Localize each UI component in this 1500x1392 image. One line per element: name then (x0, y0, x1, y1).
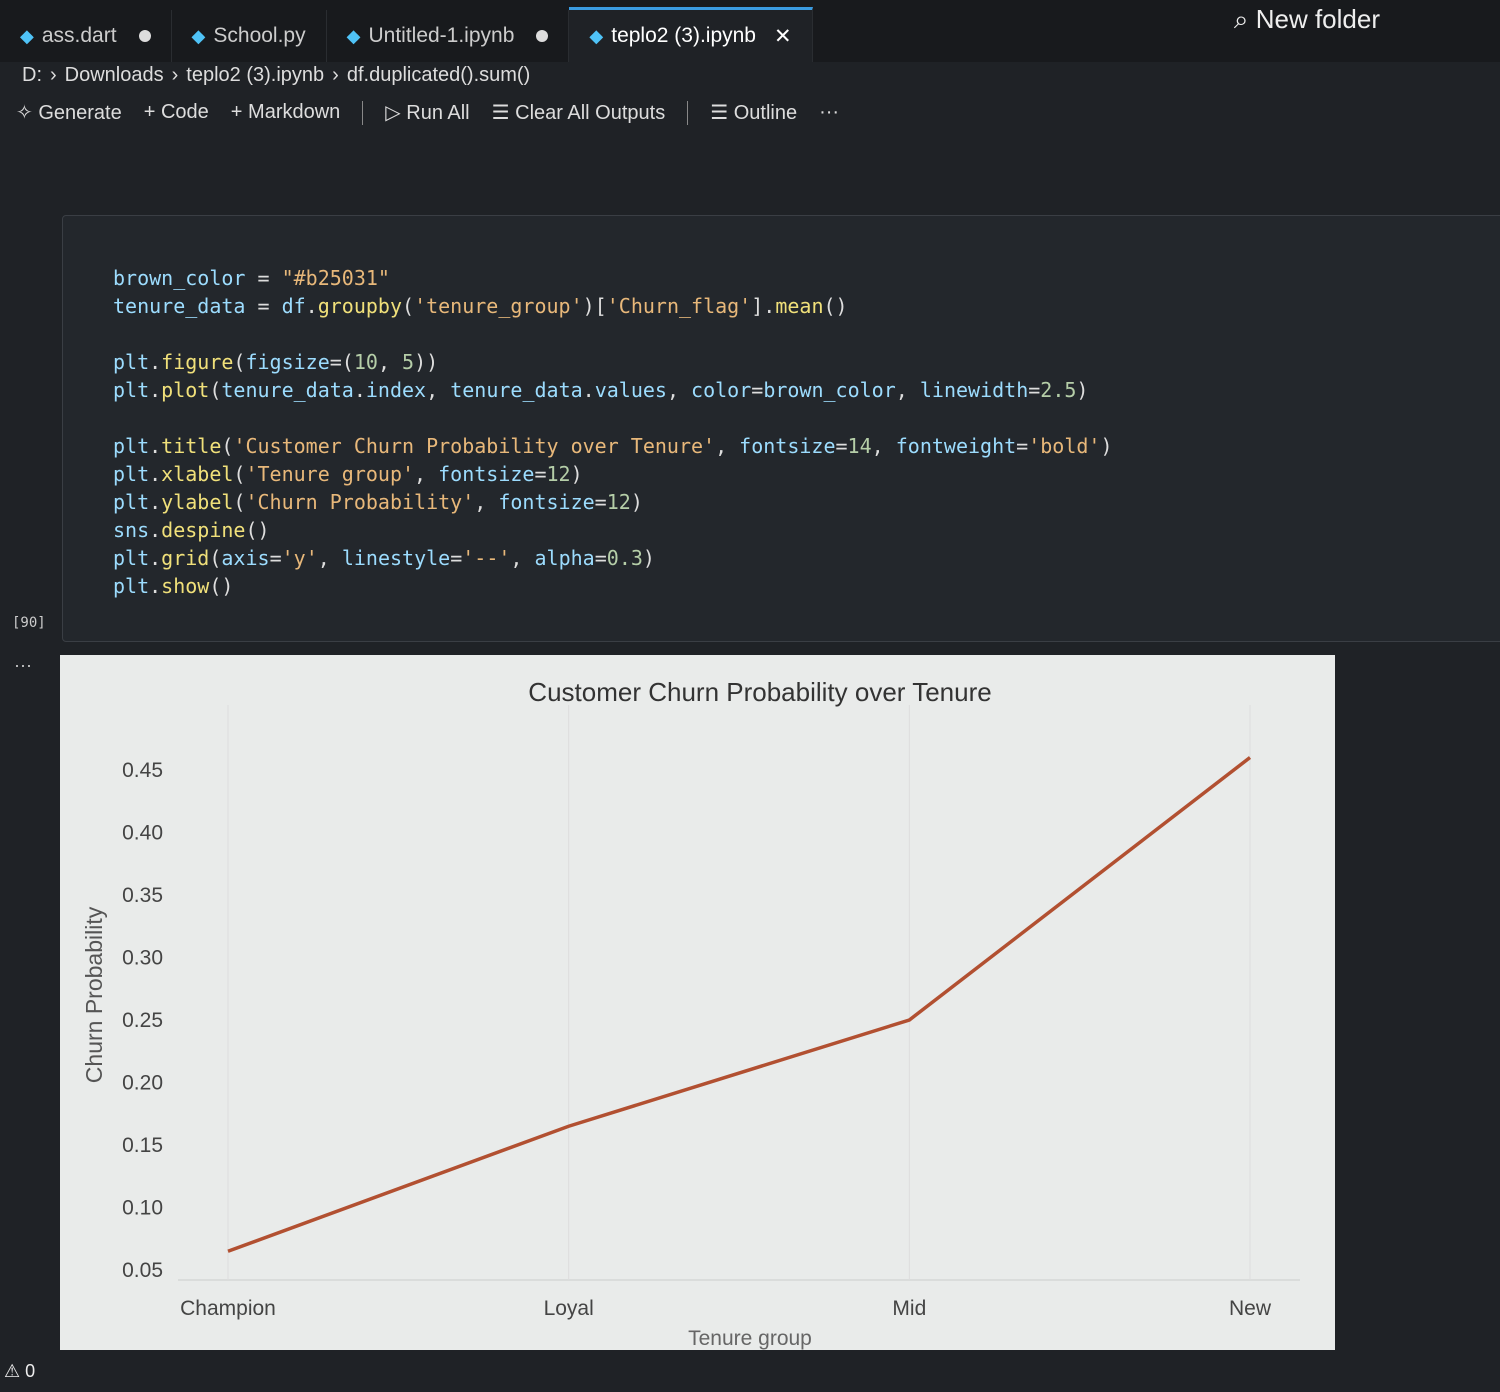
chevron-right-icon: › (171, 64, 179, 86)
file-icon: ◆ (346, 25, 361, 46)
x-tick-label: Champion (180, 1297, 276, 1320)
code-line: brown_color = "#b25031" (113, 266, 390, 290)
breadcrumb: D: › Downloads › teplo2 (3).ipynb › df.duplica… (22, 64, 530, 87)
clear-outputs-button[interactable]: ☰ Clear All Outputs (491, 102, 666, 124)
file-icon: ◆ (20, 25, 34, 46)
code-line: plt.show() (113, 574, 234, 598)
divider (687, 100, 689, 125)
code-cell[interactable]: brown_color = "#b25031" tenure_data = df.… (62, 215, 1500, 642)
tab-0[interactable]: ◆ ass.dart (0, 10, 172, 62)
chart-output: Champion Loyal Mid New 0.05 0.10 0.15 0.20 0.25 0… (60, 655, 1335, 1350)
tab-3[interactable]: ◆ teplo2 (3).ipynb ✕ (569, 7, 813, 62)
outline-button[interactable]: ☰ Outline (710, 102, 798, 124)
code-line: plt.ylabel('Churn Probability', fontsize… (113, 490, 643, 514)
plus-icon: + (230, 101, 243, 123)
x-tick-label: New (1229, 1297, 1272, 1320)
unsaved-dot-icon (536, 30, 549, 42)
code-line: plt.title('Customer Churn Probability ov… (113, 434, 1113, 458)
y-tick-label: 0.10 (122, 1197, 163, 1220)
problems-indicator[interactable]: ⚠ 0 (4, 1361, 36, 1381)
plus-icon: + (143, 101, 156, 123)
code-line: sns.despine() (113, 518, 270, 542)
y-tick-label: 0.20 (122, 1072, 163, 1095)
warning-icon: ⚠ (4, 1361, 21, 1381)
y-tick-label: 0.35 (122, 884, 163, 907)
code-line: plt.figure(figsize=(10, 5)) (113, 350, 439, 374)
close-icon[interactable]: ✕ (774, 24, 792, 48)
add-markdown-button[interactable]: + Markdown (230, 101, 341, 123)
more-actions-button[interactable]: ··· (819, 101, 840, 123)
code-line: plt.grid(axis='y', linestyle='--', alpha… (113, 546, 655, 570)
add-code-button[interactable]: + Code (143, 101, 209, 123)
clear-list-icon: ☰ (491, 102, 510, 124)
y-tick-label: 0.25 (122, 1009, 163, 1032)
y-tick-label: 0.05 (122, 1259, 163, 1282)
line-chart: Champion Loyal Mid New 0.05 0.10 0.15 0.20 0.25 0… (81, 677, 1300, 1350)
file-icon: ◆ (589, 25, 604, 46)
y-tick-label: 0.30 (122, 947, 163, 970)
execution-count: [90] (12, 615, 46, 631)
code-editor[interactable]: brown_color = "#b25031" tenure_data = df.… (113, 264, 1113, 600)
tab-2[interactable]: ◆ Untitled-1.ipynb (327, 10, 570, 62)
run-all-button[interactable]: ▷ Run All (385, 102, 470, 124)
breadcrumb-item[interactable]: teplo2 (3).ipynb (186, 64, 325, 86)
file-icon: ◆ (191, 25, 206, 46)
search-icon: ⌕ (1233, 4, 1249, 34)
y-tick-label: 0.15 (122, 1134, 163, 1157)
y-axis-label: Churn Probability (81, 906, 107, 1083)
tab-1[interactable]: ◆ School.py (172, 10, 327, 62)
y-tick-label: 0.45 (122, 759, 163, 782)
divider (362, 100, 364, 125)
x-tick-label: Mid (892, 1297, 926, 1320)
tab-bar: ◆ ass.dart ◆ School.py ◆ Untitled-1.ipynb ◆ tep… (0, 0, 1500, 62)
breadcrumb-item[interactable]: Downloads (64, 64, 164, 86)
code-line (113, 320, 1113, 348)
chart-title: Customer Churn Probability over Tenure (528, 677, 991, 707)
chevron-right-icon: › (50, 64, 57, 86)
y-tick-label: 0.40 (122, 822, 163, 845)
code-line (113, 404, 1113, 432)
output-more-button[interactable]: ··· (14, 655, 32, 675)
chevron-right-icon: › (332, 64, 339, 86)
x-axis-label: Tenure group (688, 1327, 812, 1350)
code-line: tenure_data = df.groupby('tenure_group')… (113, 294, 848, 318)
list-icon: ☰ (710, 102, 729, 124)
code-line: plt.xlabel('Tenure group', fontsize=12) (113, 462, 583, 486)
data-line (227, 756, 1252, 1253)
generate-button[interactable]: ✧ Generate (16, 102, 122, 124)
sparkle-icon: ✧ (16, 102, 33, 124)
code-line: plt.plot(tenure_data.index, tenure_data.… (113, 378, 1089, 402)
breadcrumb-item[interactable]: df.duplicated().sum() (346, 64, 531, 86)
play-icon: ▷ (385, 102, 401, 124)
breadcrumb-item[interactable]: D: (22, 64, 42, 86)
unsaved-dot-icon (138, 30, 151, 42)
x-tick-label: Loyal (544, 1297, 594, 1320)
command-center[interactable]: ⌕ New folder (1233, 4, 1380, 34)
notebook-toolbar: ✧ Generate + Code + Markdown ▷ Run All ☰… (16, 100, 839, 125)
